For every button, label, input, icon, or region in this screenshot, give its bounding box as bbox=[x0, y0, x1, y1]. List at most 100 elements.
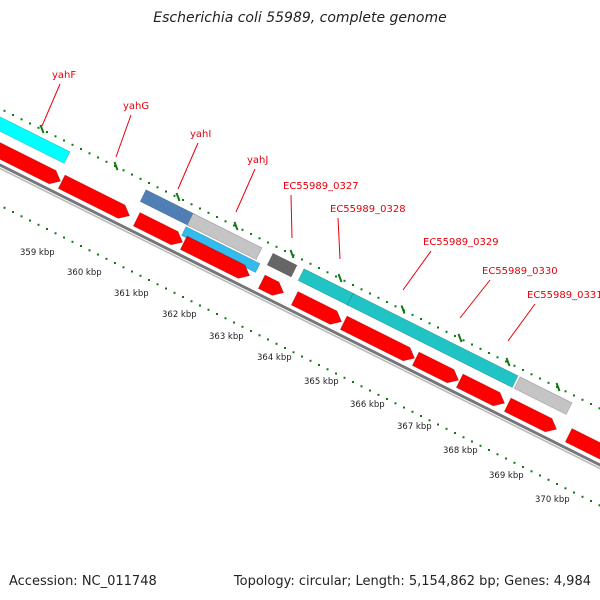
tick-dot bbox=[207, 211, 210, 214]
tick-dot bbox=[173, 194, 176, 197]
scale-label: 368 kbp bbox=[443, 446, 478, 456]
tick-dot bbox=[318, 267, 320, 269]
label-connector-line bbox=[459, 279, 491, 319]
feature-light-blue bbox=[181, 226, 261, 273]
tick-dot bbox=[454, 335, 456, 337]
cds-arrow bbox=[564, 428, 600, 460]
tick-dot bbox=[564, 390, 567, 393]
tick-dot bbox=[105, 160, 108, 163]
cds-arrow bbox=[411, 351, 460, 384]
tick-dot bbox=[148, 182, 150, 184]
scale-dot bbox=[420, 415, 422, 417]
label-connector-line bbox=[115, 114, 132, 158]
tick-dot bbox=[199, 207, 201, 210]
tick-dot bbox=[530, 373, 533, 376]
scale-dot bbox=[590, 500, 592, 502]
scale-dot bbox=[403, 406, 405, 409]
scale-label: 366 kbp bbox=[350, 400, 385, 410]
major-tick bbox=[113, 161, 119, 171]
scale-dot bbox=[80, 245, 82, 247]
scale-dot bbox=[462, 436, 465, 439]
scale-dot bbox=[63, 236, 65, 239]
scale-dot bbox=[105, 257, 108, 260]
tick-dot bbox=[233, 224, 235, 227]
tick-dot bbox=[97, 156, 99, 159]
tick-dot bbox=[437, 326, 439, 329]
tick-dot bbox=[165, 190, 167, 193]
scale-dot bbox=[258, 334, 261, 337]
tick-dot bbox=[488, 352, 490, 354]
tick-dot bbox=[479, 347, 482, 350]
scale-dot bbox=[479, 444, 482, 447]
scale-dot bbox=[54, 232, 57, 235]
scale-label: 359 kbp bbox=[20, 248, 55, 258]
scale-dot bbox=[275, 342, 278, 345]
feature-teal bbox=[346, 292, 519, 388]
scale-dot bbox=[3, 206, 6, 209]
tick-dot bbox=[386, 301, 388, 303]
tick-dot bbox=[496, 356, 499, 359]
scale-dot bbox=[190, 300, 193, 303]
tick-dot bbox=[513, 364, 516, 367]
scale-dot bbox=[394, 402, 397, 405]
tick-dot bbox=[377, 296, 380, 299]
scale-dot bbox=[131, 270, 133, 273]
tick-dot bbox=[139, 177, 142, 180]
cds-arrow bbox=[503, 397, 558, 433]
backbone-line bbox=[0, 163, 600, 467]
scale-dot bbox=[318, 364, 320, 366]
label-connector-line bbox=[290, 194, 293, 239]
tick-dot bbox=[224, 220, 227, 223]
tick-dot bbox=[573, 394, 575, 397]
label-connector-line bbox=[235, 168, 256, 213]
feature-cyan bbox=[0, 116, 71, 164]
tick-dot bbox=[250, 233, 252, 235]
tick-dot bbox=[80, 148, 82, 150]
scale-dot bbox=[471, 440, 473, 443]
gene-label: EC55989_0330 bbox=[482, 266, 558, 277]
gene-label: yahJ bbox=[247, 155, 268, 166]
cds-arrow bbox=[339, 315, 416, 362]
scale-label: 363 kbp bbox=[209, 332, 244, 342]
scale-dot bbox=[428, 419, 431, 422]
cds-arrow bbox=[257, 274, 285, 296]
scale-label: 365 kbp bbox=[304, 377, 339, 387]
major-tick bbox=[555, 382, 561, 392]
scale-dot bbox=[241, 325, 244, 328]
scale-dot bbox=[564, 487, 567, 490]
scale-dot bbox=[97, 253, 99, 256]
cds-arrow bbox=[290, 291, 343, 325]
scale-dot bbox=[343, 376, 346, 379]
scale-dot bbox=[267, 338, 269, 341]
tick-dot bbox=[20, 118, 23, 121]
tick-dot bbox=[505, 360, 507, 363]
scale-label: 367 kbp bbox=[397, 422, 432, 432]
scale-dot bbox=[20, 215, 23, 218]
tick-dot bbox=[539, 377, 541, 380]
scale-dot bbox=[250, 330, 252, 332]
tick-dot bbox=[267, 241, 269, 244]
cds-arrow bbox=[132, 212, 184, 246]
cds-arrow bbox=[455, 373, 506, 407]
scale-labels: 359 kbp 360 kbp 361 kbp 362 kbp 363 kbp 364 k… bbox=[20, 248, 570, 505]
scale-dot bbox=[71, 240, 74, 243]
gene-label: EC55989_0328 bbox=[330, 204, 406, 215]
tick-dot bbox=[471, 343, 473, 346]
map-title: Escherichia coli 55989, complete genome bbox=[153, 10, 447, 26]
scale-dot bbox=[301, 355, 303, 358]
tick-dot bbox=[241, 228, 244, 231]
major-tick bbox=[233, 221, 239, 231]
major-tick bbox=[337, 273, 343, 283]
tick-dot bbox=[88, 152, 91, 155]
scale-dot bbox=[547, 478, 550, 481]
major-tick bbox=[457, 333, 463, 343]
tick-dot bbox=[54, 135, 57, 138]
scale-dot bbox=[598, 504, 600, 507]
tick-dot bbox=[71, 143, 74, 146]
major-tick bbox=[505, 357, 511, 367]
major-tick bbox=[39, 124, 45, 134]
scale-dot bbox=[454, 432, 456, 434]
scale-dot bbox=[522, 466, 524, 468]
tick-dot bbox=[598, 407, 600, 410]
